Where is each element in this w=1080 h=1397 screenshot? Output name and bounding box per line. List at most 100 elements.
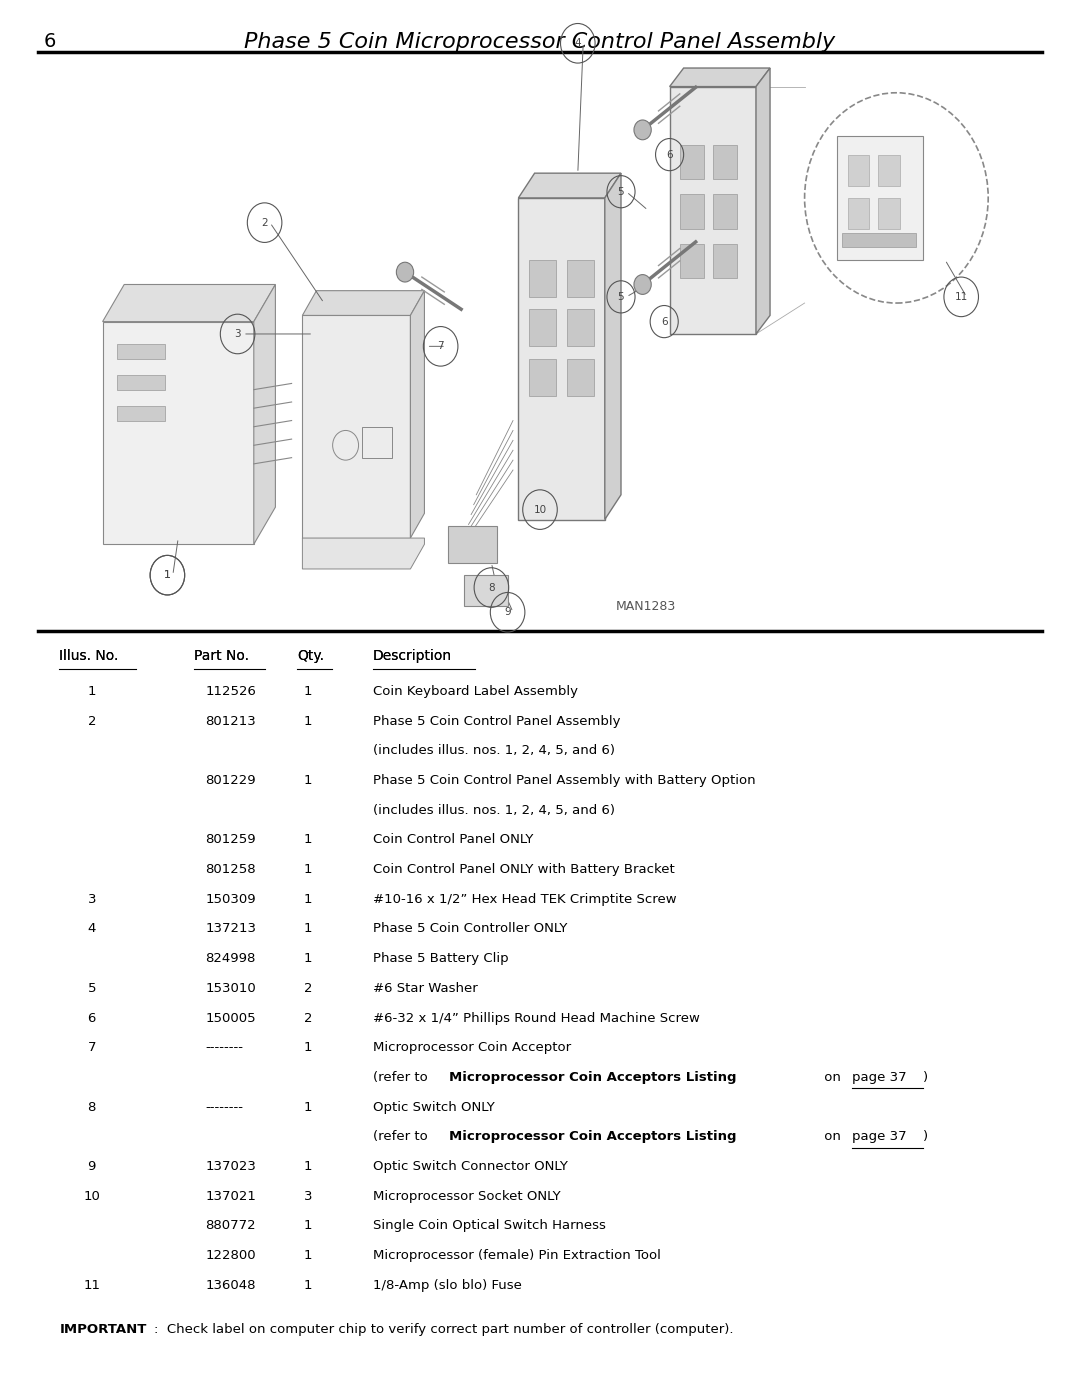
Text: #6 Star Washer: #6 Star Washer xyxy=(373,982,477,995)
Bar xyxy=(837,136,923,260)
Bar xyxy=(567,309,594,346)
Text: Part No.: Part No. xyxy=(194,650,249,664)
Text: 1: 1 xyxy=(303,774,312,787)
Text: (refer to: (refer to xyxy=(373,1130,432,1143)
Text: ): ) xyxy=(922,1130,928,1143)
Bar xyxy=(567,260,594,296)
Bar xyxy=(680,145,704,179)
Text: Illus. No.: Illus. No. xyxy=(59,650,119,664)
Bar xyxy=(713,145,737,179)
Bar xyxy=(713,194,737,229)
Text: page 37: page 37 xyxy=(852,1130,907,1143)
Text: on: on xyxy=(820,1130,845,1143)
Polygon shape xyxy=(410,291,424,538)
Bar xyxy=(117,374,165,390)
Text: Phase 5 Coin Control Panel Assembly with Battery Option: Phase 5 Coin Control Panel Assembly with… xyxy=(373,774,755,787)
Bar xyxy=(362,426,392,458)
Text: Microprocessor Coin Acceptors Listing: Microprocessor Coin Acceptors Listing xyxy=(448,1130,737,1143)
Text: 1: 1 xyxy=(303,893,312,905)
Text: 3: 3 xyxy=(234,328,241,339)
Text: (refer to: (refer to xyxy=(373,1071,432,1084)
Polygon shape xyxy=(103,285,275,321)
Text: 10: 10 xyxy=(534,504,546,514)
Text: 1: 1 xyxy=(303,715,312,728)
Bar xyxy=(878,198,900,229)
Text: 5: 5 xyxy=(618,292,624,302)
Text: --------: -------- xyxy=(205,1101,243,1113)
Bar xyxy=(680,243,704,278)
Text: 9: 9 xyxy=(504,608,511,617)
Text: Illus. No.: Illus. No. xyxy=(59,650,119,664)
Text: 1: 1 xyxy=(303,1041,312,1055)
Text: 4: 4 xyxy=(87,922,96,936)
Bar xyxy=(529,309,556,346)
Text: 801213: 801213 xyxy=(205,715,256,728)
Text: 9: 9 xyxy=(87,1160,96,1173)
Text: 1: 1 xyxy=(303,953,312,965)
Text: 3: 3 xyxy=(87,893,96,905)
Polygon shape xyxy=(254,285,275,545)
Text: --------: -------- xyxy=(205,1041,243,1055)
Text: 1: 1 xyxy=(303,685,312,698)
Text: 11: 11 xyxy=(83,1278,100,1292)
Text: on: on xyxy=(820,1071,845,1084)
Bar xyxy=(713,243,737,278)
Text: 150005: 150005 xyxy=(205,1011,256,1024)
Text: Microprocessor Socket ONLY: Microprocessor Socket ONLY xyxy=(373,1190,561,1203)
Text: :  Check label on computer chip to verify correct part number of controller (com: : Check label on computer chip to verify… xyxy=(154,1323,734,1337)
Text: 137021: 137021 xyxy=(205,1190,256,1203)
Text: Qty.: Qty. xyxy=(297,650,324,664)
Polygon shape xyxy=(103,321,254,545)
Polygon shape xyxy=(756,68,770,334)
Text: 880772: 880772 xyxy=(205,1220,256,1232)
Polygon shape xyxy=(518,198,605,520)
Text: 2: 2 xyxy=(303,1011,312,1024)
Text: ): ) xyxy=(922,1071,928,1084)
Bar xyxy=(680,194,704,229)
Bar xyxy=(842,232,916,247)
Text: #6-32 x 1/4” Phillips Round Head Machine Screw: #6-32 x 1/4” Phillips Round Head Machine… xyxy=(373,1011,700,1024)
Text: 5: 5 xyxy=(87,982,96,995)
Bar xyxy=(848,198,869,229)
Bar xyxy=(848,155,869,186)
Text: Coin Control Panel ONLY with Battery Bracket: Coin Control Panel ONLY with Battery Bra… xyxy=(373,863,674,876)
Text: Phase 5 Battery Clip: Phase 5 Battery Clip xyxy=(373,953,509,965)
Text: IMPORTANT: IMPORTANT xyxy=(59,1323,147,1337)
Text: 150309: 150309 xyxy=(205,893,256,905)
Text: 136048: 136048 xyxy=(205,1278,256,1292)
Text: Coin Keyboard Label Assembly: Coin Keyboard Label Assembly xyxy=(373,685,578,698)
Polygon shape xyxy=(302,538,424,569)
Bar xyxy=(567,359,594,395)
Text: 1: 1 xyxy=(164,570,171,580)
Circle shape xyxy=(396,263,414,282)
Text: 824998: 824998 xyxy=(205,953,256,965)
Text: 1: 1 xyxy=(303,1220,312,1232)
Text: 122800: 122800 xyxy=(205,1249,256,1261)
Text: 1: 1 xyxy=(303,922,312,936)
Polygon shape xyxy=(448,525,497,563)
Text: Description: Description xyxy=(373,650,451,664)
Text: 2: 2 xyxy=(303,982,312,995)
Text: Microprocessor (female) Pin Extraction Tool: Microprocessor (female) Pin Extraction T… xyxy=(373,1249,661,1261)
Text: 3: 3 xyxy=(303,1190,312,1203)
Text: 1/8-Amp (slo blo) Fuse: 1/8-Amp (slo blo) Fuse xyxy=(373,1278,522,1292)
Text: Part No.: Part No. xyxy=(194,650,249,664)
Text: Microprocessor Coin Acceptors Listing: Microprocessor Coin Acceptors Listing xyxy=(448,1071,737,1084)
Text: 153010: 153010 xyxy=(205,982,256,995)
Text: 6: 6 xyxy=(666,149,673,159)
Text: 2: 2 xyxy=(87,715,96,728)
Text: 4: 4 xyxy=(575,38,581,49)
Text: Microprocessor Coin Acceptor: Microprocessor Coin Acceptor xyxy=(373,1041,570,1055)
Text: 10: 10 xyxy=(83,1190,100,1203)
Text: 1: 1 xyxy=(87,685,96,698)
Text: MAN1283: MAN1283 xyxy=(616,599,676,613)
Text: 1: 1 xyxy=(303,1101,312,1113)
Text: 137213: 137213 xyxy=(205,922,256,936)
Text: 2: 2 xyxy=(261,218,268,228)
Text: Phase 5 Coin Controller ONLY: Phase 5 Coin Controller ONLY xyxy=(373,922,567,936)
Text: 801229: 801229 xyxy=(205,774,256,787)
Polygon shape xyxy=(670,68,770,87)
Text: (includes illus. nos. 1, 2, 4, 5, and 6): (includes illus. nos. 1, 2, 4, 5, and 6) xyxy=(373,803,615,817)
Text: 1: 1 xyxy=(303,863,312,876)
Text: Optic Switch Connector ONLY: Optic Switch Connector ONLY xyxy=(373,1160,567,1173)
